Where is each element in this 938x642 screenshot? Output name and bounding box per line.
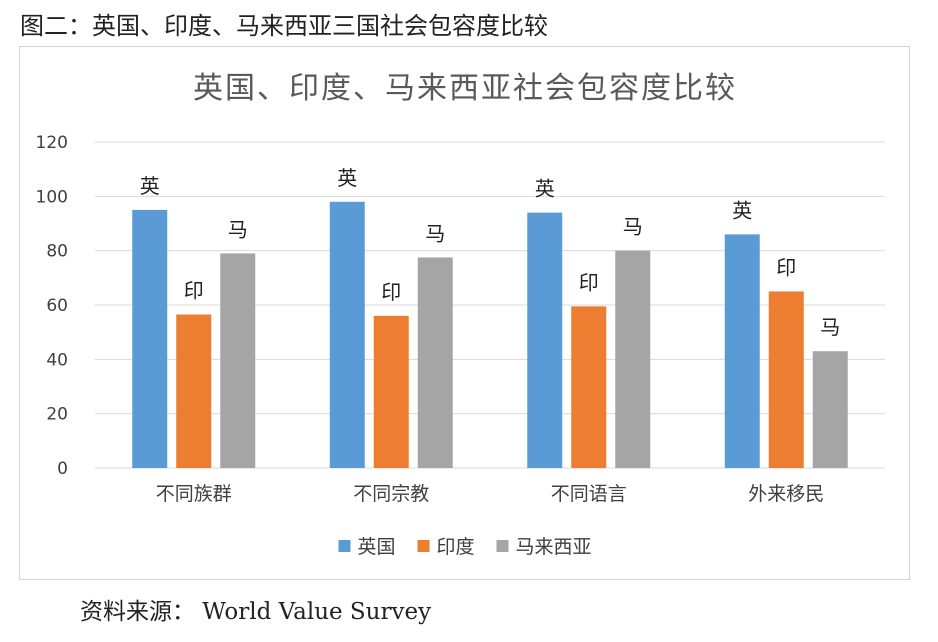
bar-2-2	[373, 315, 409, 468]
bar-data-label: 英	[732, 198, 752, 222]
bar-data-label: 马	[623, 215, 643, 239]
bar-3-1	[220, 253, 256, 468]
bar-data-label: 英	[535, 177, 555, 201]
bar-2-4	[768, 291, 804, 468]
bar-data-label: 印	[776, 255, 796, 279]
bar-1-1	[132, 209, 168, 468]
bar-data-label: 英	[140, 174, 160, 198]
y-tick-label: 100	[36, 187, 68, 207]
chart-frame	[19, 46, 910, 580]
legend-label: 马来西亚	[516, 536, 592, 558]
chart-title: 英国、印度、马来西亚社会包容度比较	[193, 71, 737, 106]
y-tick-label: 20	[46, 405, 68, 425]
bar-1-4	[724, 234, 760, 468]
bar-data-label: 马	[820, 315, 840, 339]
bar-data-label: 马	[228, 217, 248, 241]
x-category-label: 外来移民	[748, 483, 824, 505]
y-tick-label: 0	[57, 459, 68, 479]
legend: 英国 印度 马来西亚	[338, 536, 592, 558]
bar-data-label: 印	[184, 279, 204, 303]
bar-3-2	[417, 257, 453, 468]
y-tick-label: 80	[46, 242, 68, 262]
legend-swatch	[338, 540, 351, 552]
bar-3-3	[615, 250, 651, 468]
legend-swatch	[417, 540, 430, 552]
x-category-label: 不同语言	[551, 483, 627, 505]
bar-1-3	[527, 212, 563, 468]
legend-swatch	[496, 540, 509, 552]
y-tick-label: 120	[36, 133, 68, 153]
bar-2-3	[571, 306, 607, 468]
x-category-label: 不同宗教	[353, 483, 429, 505]
x-axis-category-labels: 不同族群 不同宗教 不同语言 外来移民	[156, 483, 825, 505]
y-tick-label: 60	[46, 296, 68, 316]
bar-data-label: 英	[337, 166, 357, 190]
x-category-label: 不同族群	[156, 483, 232, 505]
bar-data-label: 印	[579, 270, 599, 294]
legend-label: 印度	[437, 536, 475, 558]
bars	[132, 201, 848, 468]
figure-caption: 图二：英国、印度、马来西亚三国社会包容度比较	[20, 12, 548, 40]
y-tick-label: 40	[46, 350, 68, 370]
bar-2-1	[176, 314, 212, 468]
bar-3-4	[812, 351, 848, 468]
bar-data-label: 印	[381, 280, 401, 304]
gridlines	[95, 141, 885, 469]
y-axis-tick-labels: 0 20 40 60 80 100 120	[36, 133, 68, 479]
bar-data-label: 马	[425, 221, 445, 245]
bar-1-2	[329, 201, 365, 468]
legend-label: 英国	[358, 536, 396, 558]
source-note: 资料来源： World Value Survey	[80, 599, 432, 625]
